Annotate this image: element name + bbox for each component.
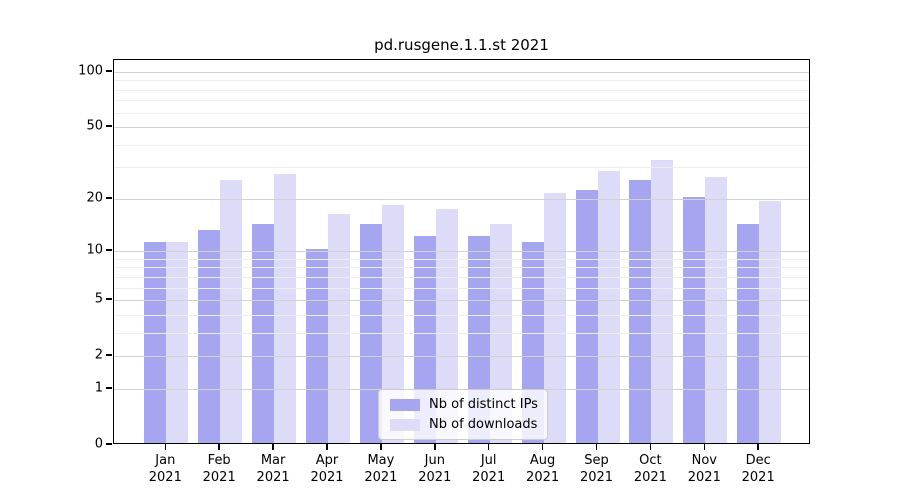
y-tick-label-100: 100 [78,63,103,79]
gridline-minor-90 [114,80,809,82]
x-tick-label-aug: Aug 2021 [526,453,560,485]
legend-swatch-downloads [390,418,420,431]
gridline-minor-3 [114,332,809,334]
bar-downloads-nov [705,176,728,443]
x-tick-label-jul: Jul 2021 [472,453,506,485]
legend-swatch-distinct-ips [390,398,420,411]
x-tick-mark [595,444,598,450]
y-tick-mark [106,197,112,199]
gridline-minor-9 [114,258,809,260]
x-tick-label-nov: Nov 2021 [687,453,721,485]
y-tick-label-0: 0 [94,436,103,452]
gridline-minor-70 [114,100,809,102]
y-tick-label-2: 2 [94,347,103,363]
bar-distinct-ips-apr [306,249,328,443]
bar-downloads-apr [328,213,350,443]
y-tick-label-10: 10 [86,242,103,258]
bar-downloads-aug [543,193,566,443]
y-tick-label-20: 20 [86,190,103,206]
gridline-minor-40 [114,144,809,146]
legend-item-downloads: Nb of downloads [390,417,538,432]
legend: Nb of distinct IPs Nb of downloads [378,389,548,440]
y-tick-mark [106,125,112,127]
gridline-minor-80 [114,89,809,91]
x-tick-label-sep: Sep 2021 [579,453,614,485]
x-tick-mark [380,444,382,450]
bar-distinct-ips-nov [683,196,706,443]
legend-label-distinct-ips: Nb of distinct IPs [429,397,538,412]
gridline-major-5 [114,300,809,302]
y-tick-label-5: 5 [94,291,103,307]
y-tick-mark [106,354,112,356]
x-tick-mark [434,444,436,450]
y-tick-mark [106,387,112,389]
x-tick-mark [649,444,652,450]
bar-distinct-ips-jan [144,242,167,443]
bar-downloads-oct [651,160,674,443]
gridline-major-2 [114,356,809,358]
x-tick-label-jun: Jun 2021 [418,453,452,485]
legend-label-downloads: Nb of downloads [429,417,538,432]
bar-downloads-jan [166,242,189,443]
x-tick-mark [757,444,759,450]
gridline-minor-4 [114,314,809,316]
x-tick-label-dec: Dec 2021 [741,453,775,485]
y-tick-label-1: 1 [94,380,103,396]
x-tick-label-oct: Oct 2021 [633,453,667,485]
x-tick-label-may: May 2021 [364,453,398,485]
x-tick-mark [703,444,706,450]
legend-item-distinct-ips: Nb of distinct IPs [390,397,538,412]
gridline-major-100 [114,71,809,73]
x-tick-mark [164,444,167,450]
gridline-major-20 [114,198,809,200]
gridline-minor-30 [114,167,809,169]
bar-distinct-ips-sep [575,189,598,443]
gridline-minor-6 [114,287,809,289]
grid-layer [114,60,809,443]
x-tick-mark [272,444,274,450]
gridline-minor-60 [114,112,809,114]
x-tick-mark [541,444,544,450]
bar-downloads-sep [597,170,620,443]
bar-downloads-may [381,204,404,443]
gridline-minor-7 [114,276,809,278]
y-tick-label-50: 50 [86,118,103,134]
gridline-minor-8 [114,267,809,269]
y-tick-mark [106,70,112,72]
bar-downloads-feb [220,179,243,443]
x-tick-label-apr: Apr 2021 [310,453,344,485]
x-tick-mark [487,444,490,450]
bar-downloads-dec [759,200,782,443]
gridline-major-50 [114,127,809,129]
bar-distinct-ips-oct [629,179,652,443]
chart-title: pd.rusgene.1.1.st 2021 [374,36,549,54]
x-tick-mark [326,444,328,450]
y-tick-mark [106,298,112,300]
x-tick-label-jan: Jan 2021 [148,453,182,485]
y-tick-mark [106,443,112,445]
x-tick-mark [218,444,220,450]
x-tick-label-feb: Feb 2021 [202,453,236,485]
bar-downloads-mar [274,173,297,443]
y-tick-mark [106,249,112,251]
gridline-major-10 [114,251,809,253]
plot-area [113,59,810,444]
x-tick-label-mar: Mar 2021 [256,453,290,485]
